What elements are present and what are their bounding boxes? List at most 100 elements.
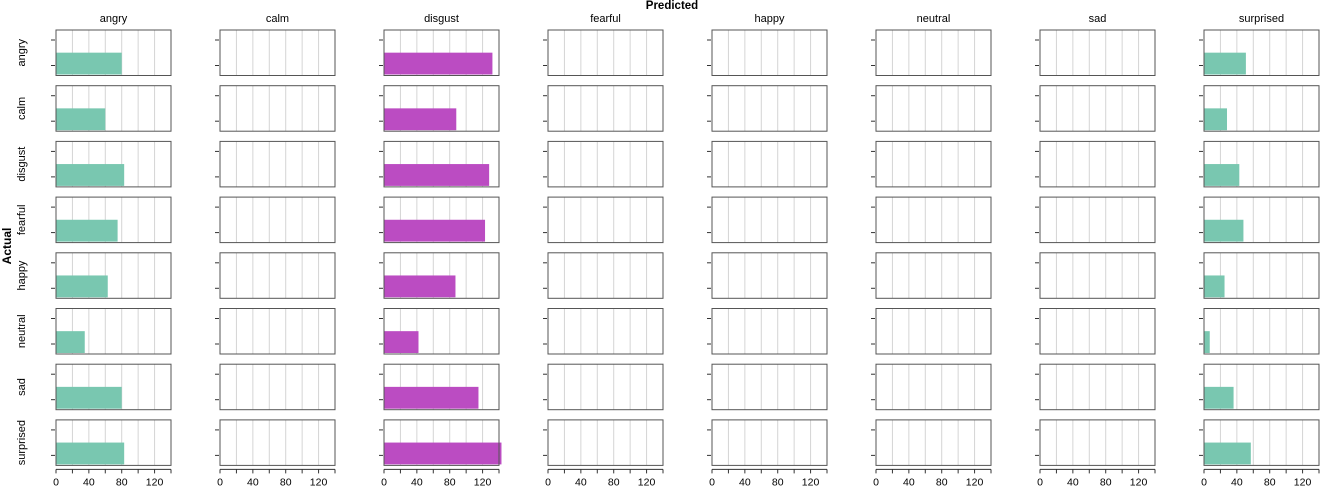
panel-surprised-calm: [219, 419, 336, 466]
panel-neutral-neutral: [875, 308, 992, 355]
bar-surprised-surprised: [1204, 442, 1251, 465]
panel-fearful-disgust: [383, 196, 500, 244]
panel-happy-angry: [55, 252, 172, 299]
bar-disgust-angry: [56, 164, 125, 186]
panel-calm-angry: [55, 85, 172, 132]
x-tick-label: 0: [545, 476, 551, 488]
chart-title: Predicted: [646, 0, 698, 12]
panel-calm-calm: [219, 85, 336, 132]
panel-angry-sad: [1039, 29, 1156, 76]
panel-angry-disgust: [383, 29, 500, 76]
bar-sad-angry: [56, 386, 122, 409]
panel-calm-disgust: [383, 85, 500, 132]
x-tick-label: 0: [1037, 476, 1043, 488]
row-label-neutral: neutral: [16, 314, 28, 348]
column-header-surprised: surprised: [1239, 13, 1284, 25]
x-tick-label: 40: [411, 476, 423, 488]
panel-disgust-neutral: [875, 140, 992, 188]
panel-sad-calm: [219, 363, 336, 411]
x-tick-label: 120: [474, 476, 492, 488]
panel-fearful-surprised: [1203, 196, 1320, 244]
panel-neutral-angry: [55, 308, 172, 355]
panel-angry-neutral: [875, 29, 992, 76]
panel-angry-angry: [55, 29, 172, 76]
panel-fearful-calm: [219, 196, 336, 244]
column-header-calm: calm: [266, 13, 289, 25]
bar-surprised-angry: [56, 442, 125, 465]
x-tick-label: 80: [936, 476, 948, 488]
x-tick-label: 40: [903, 476, 915, 488]
x-tick-label: 40: [1067, 476, 1079, 488]
panel-happy-surprised: [1203, 252, 1320, 299]
x-tick-label: 120: [146, 476, 164, 488]
x-tick-label: 80: [116, 476, 128, 488]
panel-calm-happy: [711, 85, 828, 132]
bar-angry-disgust: [384, 52, 493, 75]
panel-happy-neutral: [875, 252, 992, 299]
panel-surprised-sad: [1039, 419, 1156, 466]
panel-neutral-sad: [1039, 308, 1156, 355]
panel-fearful-happy: [711, 196, 828, 244]
bar-calm-surprised: [1204, 108, 1227, 131]
x-tick-label: 40: [739, 476, 751, 488]
x-tick-label: 120: [310, 476, 328, 488]
column-header-neutral: neutral: [917, 13, 951, 25]
panel-neutral-disgust: [383, 308, 500, 355]
panel-disgust-calm: [219, 140, 336, 188]
panel-surprised-angry: [55, 419, 172, 466]
panel-sad-disgust: [383, 363, 500, 411]
bar-angry-angry: [56, 52, 122, 75]
panel-disgust-happy: [711, 140, 828, 188]
x-tick-label: 0: [217, 476, 223, 488]
panel-sad-surprised: [1203, 363, 1320, 411]
x-tick-label: 80: [1264, 476, 1276, 488]
panel-disgust-disgust: [383, 140, 500, 188]
x-tick-label: 120: [1294, 476, 1312, 488]
column-header-angry: angry: [100, 13, 128, 25]
panel-calm-surprised: [1203, 85, 1320, 132]
row-label-angry: angry: [16, 38, 28, 66]
panel-sad-sad: [1039, 363, 1156, 411]
x-tick-label: 120: [966, 476, 984, 488]
panel-neutral-calm: [219, 308, 336, 355]
panel-fearful-fearful: [547, 196, 664, 244]
panel-angry-happy: [711, 29, 828, 76]
panel-neutral-fearful: [547, 308, 664, 355]
x-tick-label: 40: [247, 476, 259, 488]
bar-neutral-angry: [56, 331, 85, 353]
x-tick-label: 0: [709, 476, 715, 488]
bar-fearful-surprised: [1204, 219, 1244, 242]
panel-neutral-happy: [711, 308, 828, 355]
column-header-disgust: disgust: [424, 13, 459, 25]
panel-neutral-surprised: [1203, 308, 1320, 355]
x-tick-label: 120: [638, 476, 656, 488]
panel-disgust-sad: [1039, 140, 1156, 188]
x-tick-label: 80: [772, 476, 784, 488]
x-tick-label: 80: [280, 476, 292, 488]
panel-calm-fearful: [547, 85, 664, 132]
x-tick-label: 0: [381, 476, 387, 488]
panel-surprised-happy: [711, 419, 828, 466]
row-label-fearful: fearful: [16, 205, 28, 236]
bar-calm-disgust: [384, 108, 457, 131]
bar-happy-angry: [56, 275, 108, 298]
bar-happy-disgust: [384, 275, 456, 298]
bar-fearful-angry: [56, 219, 118, 242]
panel-disgust-fearful: [547, 140, 664, 188]
bar-surprised-disgust: [384, 442, 502, 465]
panel-surprised-surprised: [1203, 419, 1320, 466]
panel-calm-sad: [1039, 85, 1156, 132]
row-label-happy: happy: [16, 260, 28, 290]
panel-angry-calm: [219, 29, 336, 76]
x-tick-label: 0: [1201, 476, 1207, 488]
panel-disgust-angry: [55, 140, 172, 188]
bar-happy-surprised: [1204, 275, 1225, 298]
panel-calm-neutral: [875, 85, 992, 132]
bar-sad-surprised: [1204, 386, 1234, 409]
panel-fearful-sad: [1039, 196, 1156, 244]
column-header-sad: sad: [1089, 13, 1107, 25]
x-tick-label: 0: [53, 476, 59, 488]
bar-neutral-surprised: [1204, 331, 1210, 353]
panel-surprised-disgust: [383, 419, 500, 466]
